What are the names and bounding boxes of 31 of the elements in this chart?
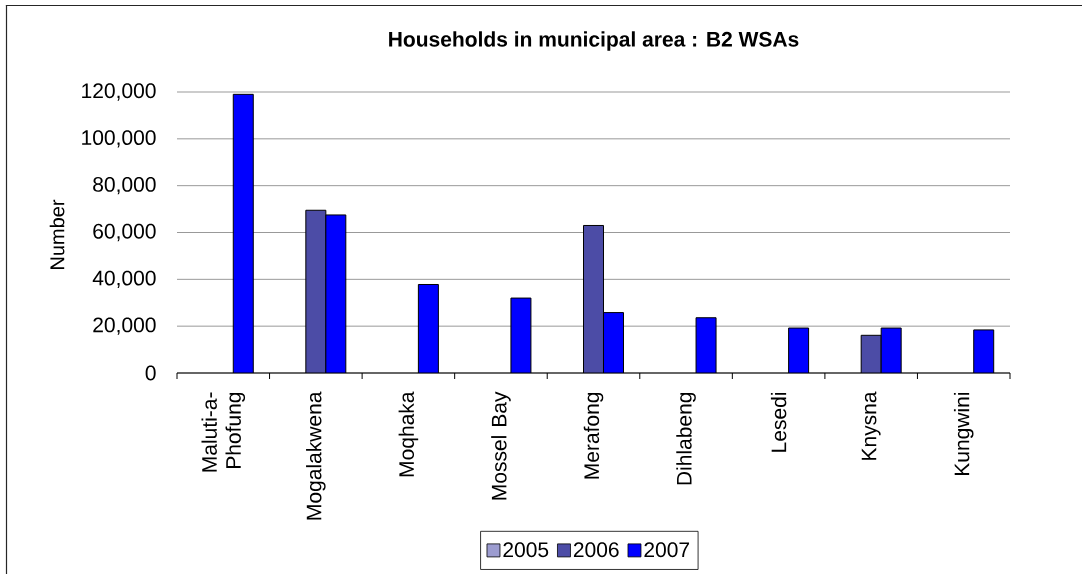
bar	[973, 329, 995, 373]
x-tick-label: Maluti-a-Phofung	[201, 392, 246, 472]
y-axis-title: Number	[49, 199, 65, 269]
y-tick-label: 60,000	[93, 223, 156, 242]
y-tick-label: 120,000	[82, 83, 156, 101]
bar	[418, 284, 439, 373]
legend-label: 2006	[573, 542, 619, 558]
x-tick-label: Mogalakwena	[306, 391, 326, 520]
x-tick-label: Dihlabeng	[676, 392, 696, 485]
y-tick-label: 20,000	[93, 317, 156, 335]
bar	[305, 210, 326, 373]
x-tick-label: Mossel Bay	[491, 391, 511, 500]
bar	[325, 214, 346, 373]
y-tick-label: 100,000	[82, 130, 156, 148]
x-tick-label: Kungwini	[953, 392, 974, 476]
y-tick-label: 40,000	[92, 270, 156, 289]
bar	[233, 94, 254, 373]
bar	[881, 328, 902, 373]
y-tick-label: 0	[145, 365, 156, 381]
x-tick-label: Moqhaka	[398, 391, 419, 477]
x-tick-label: Knysna	[861, 391, 881, 460]
bar	[860, 334, 882, 373]
legend-label: 2005	[503, 542, 549, 558]
bar	[583, 225, 604, 373]
y-tick-label: 80,000	[93, 177, 156, 195]
x-tick-label: Lesedi	[770, 392, 787, 452]
x-tick-label: Merafong	[583, 392, 604, 479]
bar	[603, 312, 624, 373]
legend-label: 2007	[644, 542, 690, 558]
bar	[788, 328, 809, 373]
chart-title: Households in municipal area : B2 WSAs	[389, 31, 799, 51]
